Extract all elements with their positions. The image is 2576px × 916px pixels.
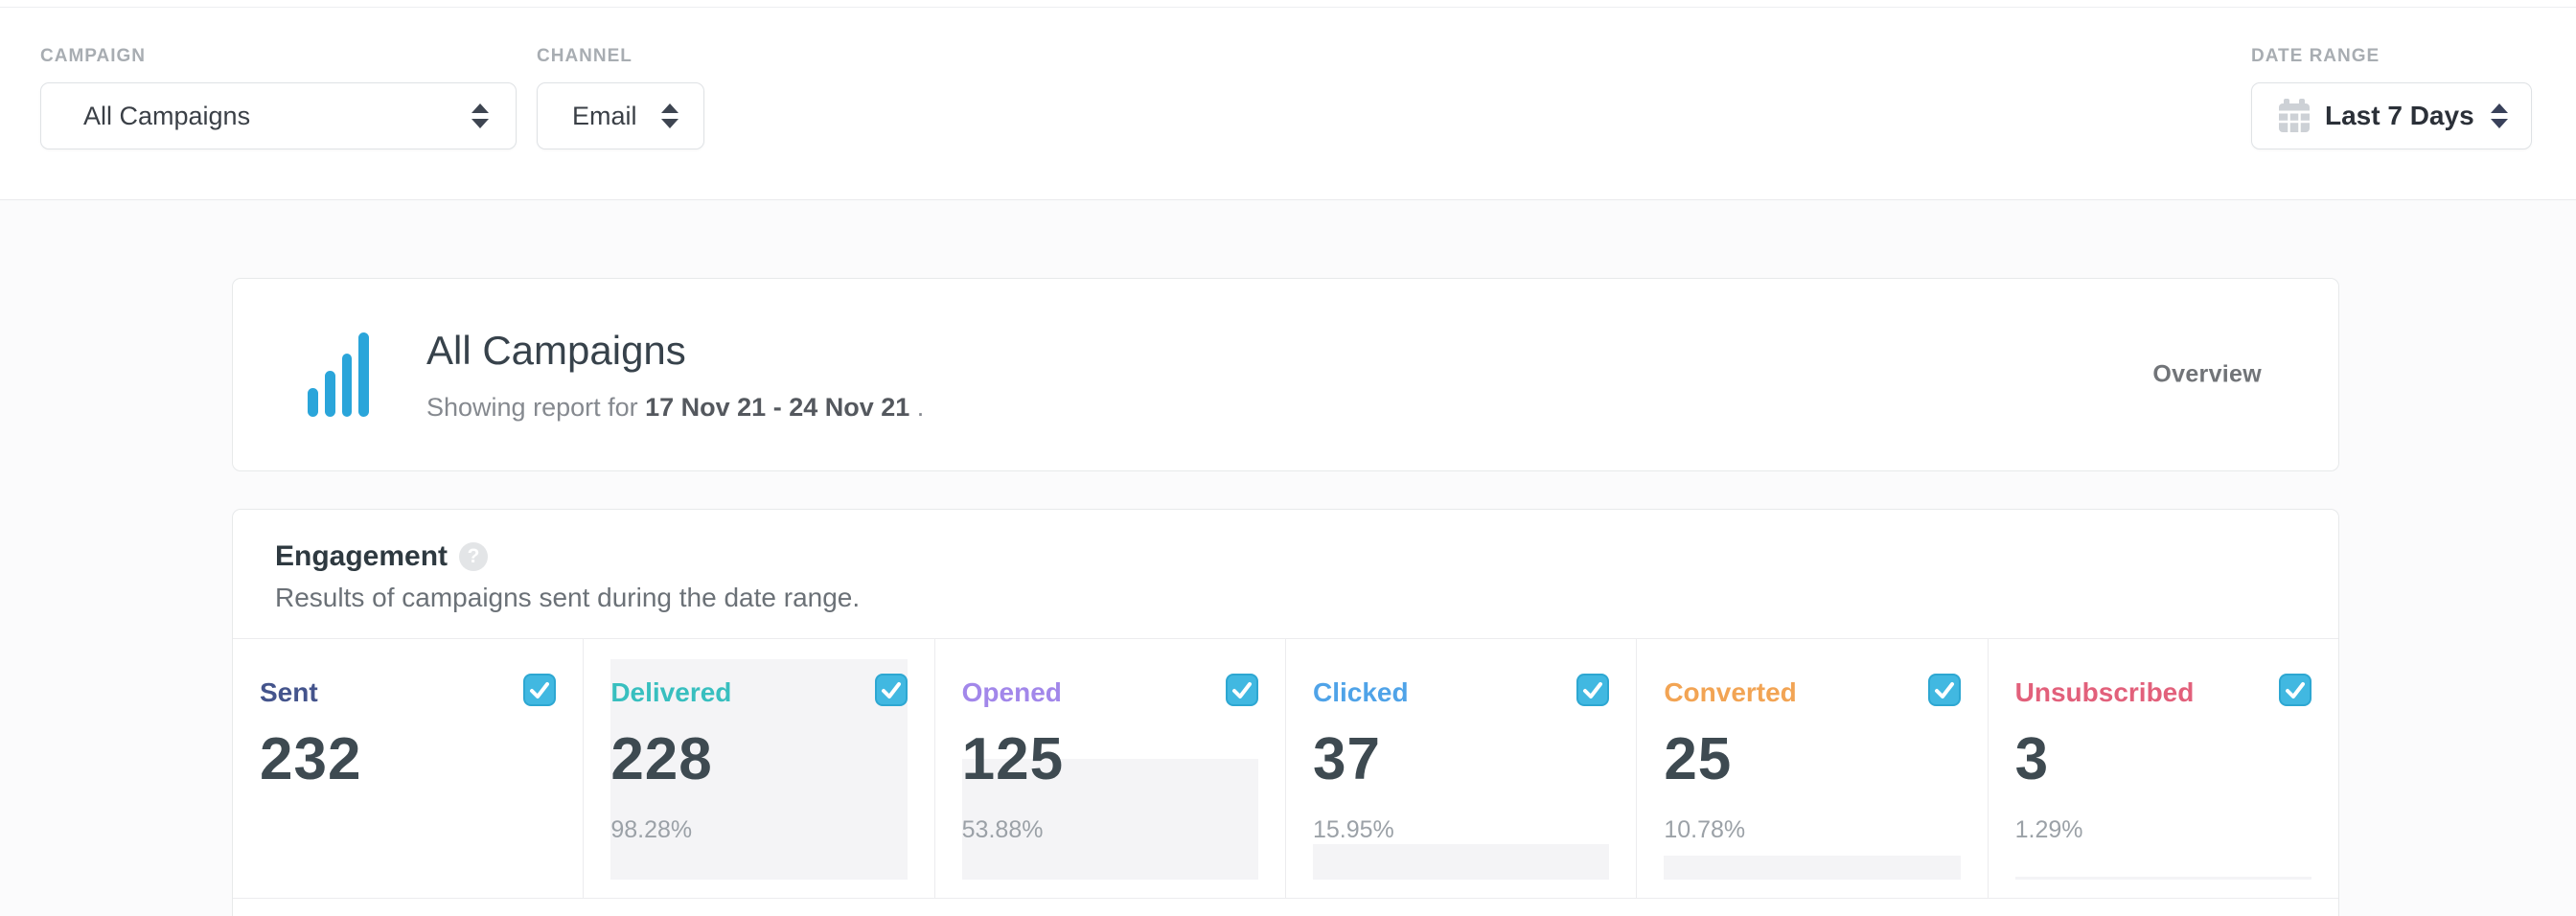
metric-card-unsubscribed: Unsubscribed 3 1.29% — [1987, 639, 2338, 898]
engagement-card: Engagement ? Results of campaigns sent d… — [232, 509, 2339, 916]
overview-label: Overview — [2152, 360, 2262, 388]
engagement-section-subtitle: Results of campaigns sent during the dat… — [275, 583, 861, 612]
bar-chart-icon — [308, 332, 369, 417]
date-range-filter-label: DATE RANGE — [2251, 46, 2380, 66]
metric-percent: 1.29% — [2014, 816, 2083, 843]
channel-filter-label: CHANNEL — [537, 46, 632, 66]
metric-percent: 98.28% — [610, 816, 693, 843]
metric-value: 232 — [260, 726, 362, 792]
metric-percent: 10.78% — [1664, 816, 1746, 843]
calendar-icon — [2279, 99, 2310, 132]
metric-card-sent: Sent 232 — [233, 639, 583, 898]
metric-label: Unsubscribed — [2014, 677, 2195, 707]
metric-bar-fill — [2014, 877, 2312, 880]
campaign-filter: CAMPAIGN All Campaigns — [40, 46, 517, 149]
metric-label: Delivered — [610, 677, 732, 707]
engagement-metric-row: Sent 232 Delivered 228 98.28% — [233, 638, 2338, 899]
up-down-caret-icon — [2491, 103, 2508, 128]
filter-toolbar: CAMPAIGN All Campaigns CHANNEL Email DAT… — [0, 0, 2576, 200]
metric-bar-fill — [1312, 844, 1610, 880]
checkbox-checked-icon[interactable] — [2278, 674, 2312, 706]
report-date-subtitle: Showing report for 17 Nov 21 - 24 Nov 21… — [426, 393, 924, 423]
date-range-select-value: Last 7 Days — [2325, 101, 2474, 130]
campaign-filter-label: CAMPAIGN — [40, 46, 147, 66]
metric-value: 125 — [961, 726, 1065, 792]
metric-value: 25 — [1664, 726, 1733, 792]
metric-value: 3 — [2014, 726, 2050, 792]
up-down-caret-icon — [661, 103, 678, 128]
date-range-filter: DATE RANGE Last 7 Days — [2251, 46, 2532, 149]
checkbox-checked-icon[interactable] — [1225, 674, 1258, 706]
subtitle-suffix: . — [909, 392, 925, 422]
checkbox-checked-icon[interactable] — [1576, 674, 1610, 706]
metric-card-opened: Opened 125 53.88% — [933, 639, 1285, 898]
metric-card-converted: Converted 25 10.78% — [1636, 639, 1987, 898]
page-title: All Campaigns — [426, 327, 686, 373]
metric-label: Converted — [1664, 677, 1797, 707]
metric-label: Sent — [260, 677, 318, 707]
checkbox-checked-icon[interactable] — [1927, 674, 1961, 706]
metric-bar-fill — [961, 759, 1258, 880]
channel-select[interactable]: Email — [537, 82, 704, 149]
date-range-select[interactable]: Last 7 Days — [2251, 82, 2532, 149]
metric-percent: 15.95% — [1312, 816, 1394, 843]
subtitle-prefix: Showing report for — [426, 392, 646, 422]
metric-percent: 53.88% — [961, 816, 1044, 843]
checkbox-checked-icon[interactable] — [523, 674, 557, 706]
metric-bar-fill — [1664, 856, 1961, 880]
channel-filter: CHANNEL Email — [537, 46, 704, 149]
engagement-section-title: Engagement — [275, 540, 448, 572]
metric-label: Clicked — [1312, 677, 1409, 707]
campaign-select[interactable]: All Campaigns — [40, 82, 517, 149]
checkbox-checked-icon[interactable] — [874, 674, 908, 706]
metric-value: 37 — [1312, 726, 1381, 792]
metric-card-clicked: Clicked 37 15.95% — [1284, 639, 1636, 898]
metric-value: 228 — [610, 726, 713, 792]
up-down-caret-icon — [472, 103, 489, 128]
report-header-card: All Campaigns Showing report for 17 Nov … — [232, 278, 2339, 471]
metric-card-delivered: Delivered 228 98.28% — [583, 639, 933, 898]
campaign-select-value: All Campaigns — [83, 101, 251, 130]
metric-label: Opened — [961, 677, 1062, 707]
help-icon[interactable]: ? — [459, 542, 489, 571]
metric-bar-fill — [610, 659, 908, 880]
subtitle-date-range: 17 Nov 21 - 24 Nov 21 — [645, 392, 910, 422]
channel-select-value: Email — [572, 101, 637, 130]
